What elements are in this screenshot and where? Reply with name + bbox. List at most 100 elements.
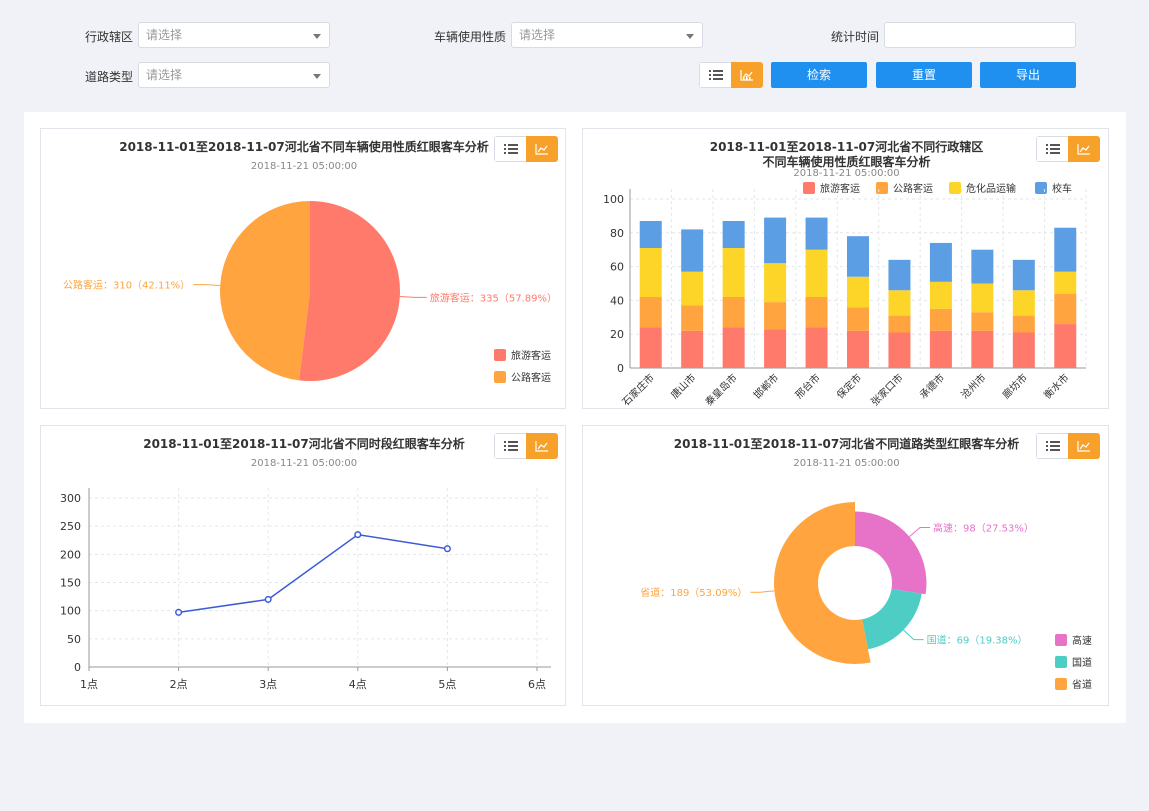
bar-segment	[888, 315, 911, 333]
card-title: 2018-11-01至2018-11-07河北省不同道路类型红眼客车分析	[673, 437, 1020, 451]
road-label: 道路类型	[85, 70, 134, 84]
y-tick-label: 50	[67, 633, 81, 646]
line-point	[264, 595, 272, 603]
legend-label: 公路客运	[511, 371, 551, 384]
donut-label: 省道：189（53.09%）	[640, 586, 747, 599]
x-tick-label: 秦皇岛市	[702, 371, 739, 408]
list-icon	[1045, 441, 1060, 451]
bar-segment	[929, 281, 952, 309]
bar-segment	[1012, 259, 1035, 291]
y-tick-label: 0	[617, 362, 624, 375]
bar-segment	[639, 220, 662, 249]
list-icon	[708, 70, 723, 80]
donut-label-line	[909, 527, 931, 538]
x-tick-label: 2点	[170, 678, 188, 691]
chart-view-button[interactable]	[731, 62, 763, 88]
list-view-button[interactable]	[1036, 433, 1068, 459]
chart-icon	[535, 441, 548, 452]
pie-label-line	[399, 295, 427, 298]
card-time-line: 2018-11-01至2018-11-07河北省不同时段红眼客车分析 2018-…	[40, 425, 566, 706]
bar-segment	[805, 297, 828, 328]
x-tick-label: 保定市	[834, 371, 864, 401]
chart-view-button[interactable]	[526, 433, 558, 459]
bar-segment	[847, 330, 869, 368]
card-time: 2018-11-21 05:00:00	[250, 458, 358, 469]
y-tick-label: 20	[610, 328, 624, 341]
region-bar-chart: 旅游客运 公路客运 危化品运输 校车 0 20 40 60 80 100 石家庄市 唐山市 秦皇岛市 邯郸…	[603, 182, 1087, 408]
legend-swatch	[803, 182, 815, 194]
road-donut-chart: 高速：98（27.53%） 国道：69（19.38%） 省道：189（53.09%）…	[640, 502, 1092, 691]
legend-swatch	[494, 349, 506, 361]
list-view-button[interactable]	[699, 62, 731, 88]
chevron-down-icon	[313, 74, 321, 79]
reset-button[interactable]: 重置	[876, 62, 972, 88]
region-placeholder: 请选择	[146, 28, 183, 42]
chart-view-button[interactable]	[1068, 136, 1100, 162]
bar-segment	[1054, 324, 1077, 368]
chart-view-button[interactable]	[526, 136, 558, 162]
chart-icon	[740, 70, 753, 81]
bar-segment	[722, 248, 745, 298]
chevron-down-icon	[313, 34, 321, 39]
road-placeholder: 请选择	[146, 68, 183, 82]
card-title-line1: 2018-11-01至2018-11-07河北省不同行政辖区	[709, 140, 984, 154]
line-point	[175, 608, 183, 616]
card-time: 2018-11-21 05:00:00	[250, 161, 358, 172]
list-view-button[interactable]	[494, 433, 526, 459]
pie-label-line	[193, 284, 221, 287]
list-icon	[503, 441, 518, 451]
list-view-button[interactable]	[494, 136, 526, 162]
bar-segment	[681, 330, 704, 368]
road-select[interactable]: 请选择	[138, 62, 330, 88]
x-tick-label: 1点	[80, 678, 98, 691]
bar-segment	[888, 290, 911, 316]
chart-icon	[535, 144, 548, 155]
card-view-toggle	[494, 433, 558, 459]
x-tick-label: 张家口市	[868, 371, 905, 408]
y-tick-label: 300	[60, 492, 81, 505]
legend-label: 校车	[1052, 182, 1072, 195]
x-tick-label: 4点	[349, 678, 367, 691]
stat-time-input[interactable]	[884, 22, 1076, 48]
bar-segment	[764, 263, 787, 303]
legend-label: 国道	[1072, 656, 1092, 669]
legend-swatch	[1055, 634, 1067, 646]
bar-segment	[847, 236, 869, 277]
chart-view-button[interactable]	[1068, 433, 1100, 459]
bar-segment	[639, 248, 662, 298]
legend-swatch	[1035, 182, 1047, 194]
x-tick-label: 5点	[438, 678, 456, 691]
region-select[interactable]: 请选择	[138, 22, 330, 48]
y-tick-label: 200	[60, 548, 81, 561]
y-tick-label: 60	[610, 261, 624, 274]
x-tick-label: 沧州市	[958, 371, 988, 401]
bar-segment	[805, 249, 828, 298]
card-usage-pie: 2018-11-01至2018-11-07河北省不同车辆使用性质红眼客车分析 2…	[40, 128, 566, 409]
search-button[interactable]: 检索	[771, 62, 867, 88]
usage-select[interactable]: 请选择	[511, 22, 703, 48]
bar-segment	[764, 217, 787, 264]
list-icon	[1045, 144, 1060, 154]
legend-label: 公路客运	[893, 182, 933, 195]
list-view-button[interactable]	[1036, 136, 1068, 162]
bar-segment	[722, 220, 745, 249]
bar-segment	[1012, 290, 1035, 316]
bar-segment	[971, 312, 994, 331]
usage-placeholder: 请选择	[519, 28, 556, 42]
y-tick-label: 150	[60, 577, 81, 590]
donut-slice	[862, 588, 922, 650]
bar-segment	[971, 249, 994, 284]
card-title-line2: 不同车辆使用性质红眼客车分析	[762, 155, 931, 169]
legend-swatch	[876, 182, 888, 194]
view-toggle	[699, 62, 763, 88]
pie-slice	[299, 201, 400, 381]
card-view-toggle	[1036, 136, 1100, 162]
bar-segment	[764, 302, 787, 330]
card-road-donut: 2018-11-01至2018-11-07河北省不同道路类型红眼客车分析 201…	[582, 425, 1109, 706]
legend-label: 危化品运输	[966, 182, 1016, 195]
export-button[interactable]: 导出	[980, 62, 1076, 88]
chart-icon	[1077, 144, 1090, 155]
bar-segment	[929, 242, 952, 282]
y-tick-label: 250	[60, 520, 81, 533]
